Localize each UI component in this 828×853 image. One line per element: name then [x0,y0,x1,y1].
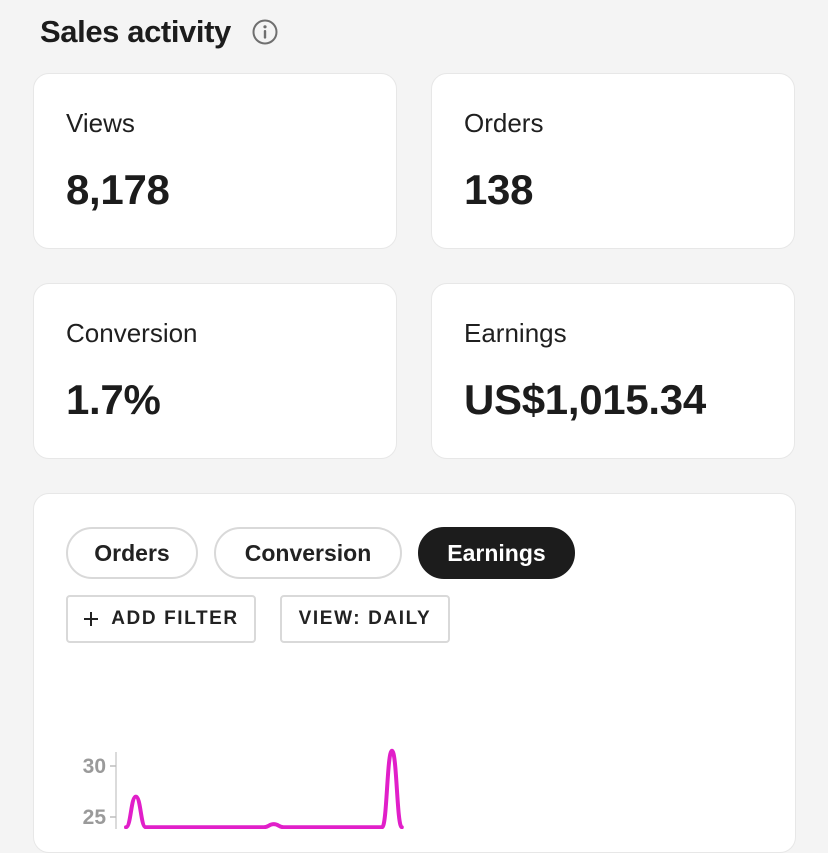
stat-label: Views [66,108,135,138]
earnings-series-line [124,748,404,829]
tab-conversion[interactable]: Conversion [214,527,402,579]
stat-card-conversion: Conversion 1.7% [33,283,397,459]
section-header: Sales activity [40,12,279,52]
info-icon[interactable] [251,18,279,46]
stat-value: US$1,015.34 [464,376,706,423]
add-filter-button[interactable]: ADD FILTER [66,595,256,643]
chart-panel: Orders Conversion Earnings ADD FILTER VI… [33,493,796,853]
stat-value: 138 [464,166,534,213]
stat-value: 1.7% [66,376,161,423]
stat-label: Earnings [464,318,567,348]
stat-label: Conversion [66,318,198,348]
y-tick-label: 30 [83,755,106,778]
view-daily-button[interactable]: VIEW: DAILY [280,595,450,643]
page-title: Sales activity [40,14,231,49]
earnings-chart: 30 25 [83,748,404,829]
stat-label: Orders [464,108,544,138]
tab-earnings[interactable]: Earnings [418,527,575,579]
stat-card-earnings: Earnings US$1,015.34 [431,283,795,459]
stat-card-views: Views 8,178 [33,73,397,249]
y-tick-label: 25 [83,806,107,829]
tab-orders[interactable]: Orders [66,527,198,579]
plus-icon [83,611,99,627]
add-filter-label: ADD FILTER [111,608,239,629]
stat-card-orders: Orders 138 [431,73,795,249]
stat-value: 8,178 [66,166,170,213]
